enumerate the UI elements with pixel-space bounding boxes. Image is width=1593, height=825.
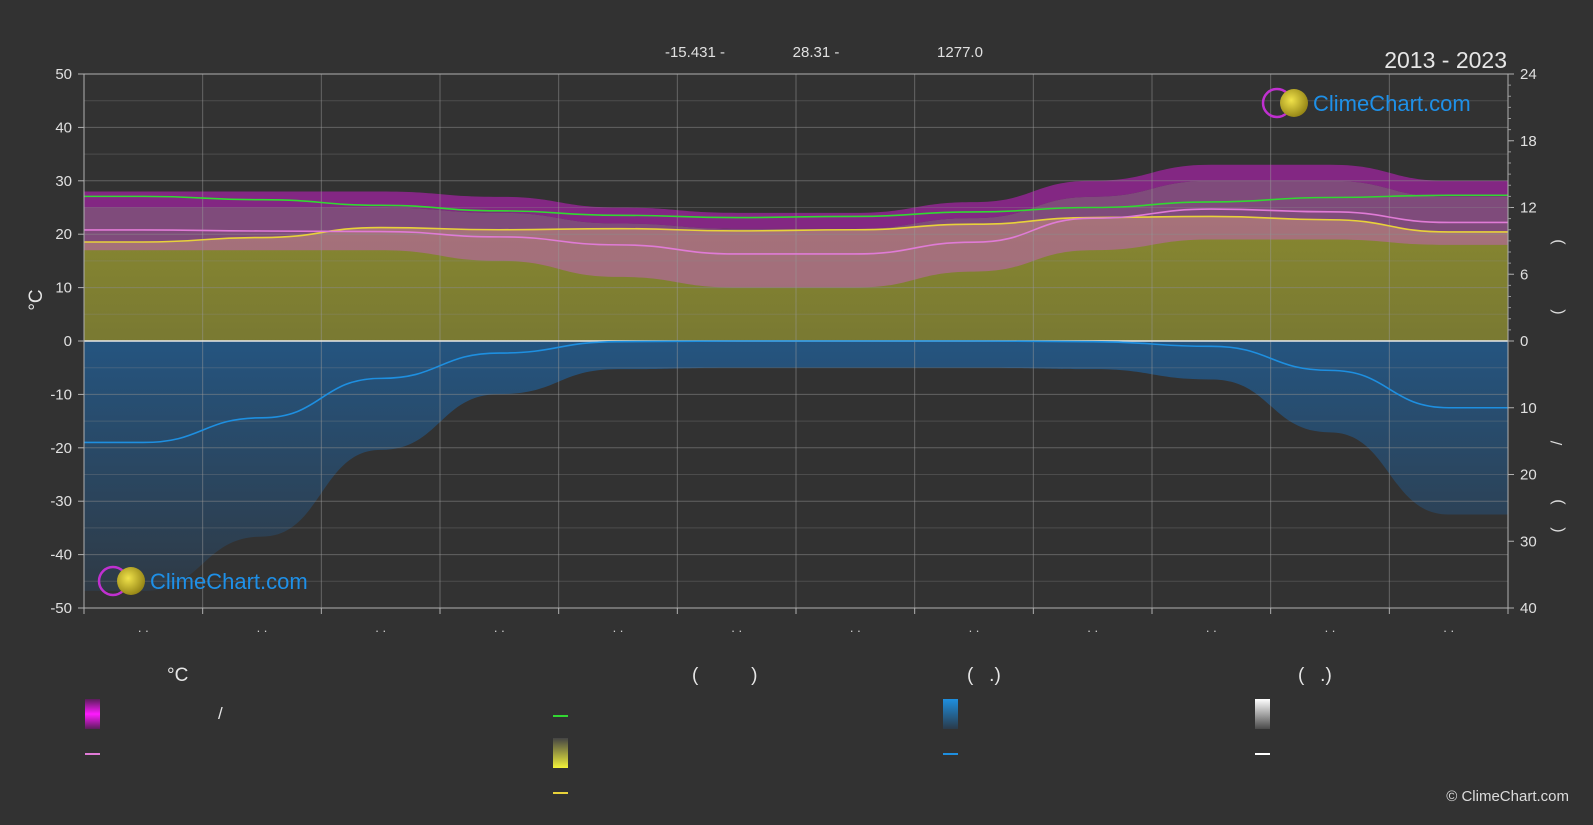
legend-swatch-snow xyxy=(1255,699,1270,729)
left-axis-label: °C xyxy=(26,289,47,310)
left-tick-label: 10 xyxy=(55,280,72,297)
logo-sun-icon xyxy=(1280,89,1308,117)
left-tick-label: 0 xyxy=(64,333,72,350)
header-elevation: 1277.0 xyxy=(937,44,983,61)
sunshine-line xyxy=(84,215,1508,243)
precipitation-line xyxy=(83,340,1508,444)
legend-title-precip: ( .) xyxy=(967,665,1001,686)
x-tick-label: . . xyxy=(1325,620,1336,635)
x-tick-label: . . xyxy=(257,620,268,635)
x-tick-label: . . xyxy=(494,620,505,635)
left-tick-label: 50 xyxy=(55,66,72,83)
right-bottom-tick-label: 40 xyxy=(1520,600,1537,617)
right-top-tick-label: 0 xyxy=(1520,333,1528,350)
chart-grid xyxy=(84,73,1508,609)
chart-lines xyxy=(83,194,1508,444)
legend-swatch-precip xyxy=(943,699,958,729)
watermark-text-top: ClimeChart.com xyxy=(1313,91,1471,116)
watermark-logo-top: ClimeChart.com xyxy=(1261,87,1471,119)
left-tick-label: -10 xyxy=(50,386,72,403)
left-tick-label: -20 xyxy=(50,440,72,457)
legend-swatch-sunshine xyxy=(553,738,568,768)
x-tick-label: . . xyxy=(613,620,624,635)
legend-swatch-sunshine-line xyxy=(553,792,568,794)
left-tick-label: 40 xyxy=(55,119,72,136)
x-tick-label: . . xyxy=(1443,620,1454,635)
watermark-text-bottom: ClimeChart.com xyxy=(150,569,308,594)
right-axis-top-label-b: ( xyxy=(1549,309,1566,315)
left-tick-label: 20 xyxy=(55,226,72,243)
watermark-logo-bottom: ClimeChart.com xyxy=(97,565,308,597)
legend-title-hours: ( ) xyxy=(692,665,758,686)
legend-swatch-snow-line xyxy=(1255,753,1270,755)
x-tick-label: . . xyxy=(969,620,980,635)
chart-axes: 50 40 30 20 10 0 -10 -20 -30 -40 -50 24 18 12 6 0 10 20 30… xyxy=(50,66,1536,635)
left-tick-label: -50 xyxy=(50,600,72,617)
legend-swatch-temp-range xyxy=(85,699,100,729)
right-bottom-tick-label: 30 xyxy=(1520,533,1537,550)
period-title: 2013 - 2023 xyxy=(1384,47,1507,73)
right-bottom-tick-label: 10 xyxy=(1520,400,1537,417)
legend-swatch-daylight xyxy=(553,715,568,717)
right-top-tick-label: 12 xyxy=(1520,200,1537,217)
x-tick-label: . . xyxy=(375,620,386,635)
legend-swatch-precip-line xyxy=(943,753,958,755)
temperature-daily-line xyxy=(84,208,1508,255)
legend-title-temperature: °C xyxy=(167,665,189,686)
header-coord-lat: -15.431 - xyxy=(665,44,725,61)
legend-slash: / xyxy=(218,704,223,723)
right-top-tick-label: 24 xyxy=(1520,66,1537,83)
left-tick-label: 30 xyxy=(55,173,72,190)
right-axis-bottom-label-c: ( xyxy=(1549,527,1566,533)
x-tick-label: . . xyxy=(731,620,742,635)
legend-swatch-temp-daily xyxy=(85,753,100,755)
left-tick-label: -40 xyxy=(50,547,72,564)
daylight-line xyxy=(83,194,1508,219)
right-axis-bottom-label-a: / xyxy=(1549,440,1566,445)
header-coord-lon: 28.31 - xyxy=(793,44,840,61)
right-bottom-tick-label: 20 xyxy=(1520,467,1537,484)
left-tick-label: -30 xyxy=(50,493,72,510)
x-tick-label: . . xyxy=(1087,620,1098,635)
right-top-tick-label: 18 xyxy=(1520,133,1537,150)
legend-title-snow: ( .) xyxy=(1298,665,1332,686)
right-top-tick-label: 6 xyxy=(1520,266,1528,283)
copyright: © ClimeChart.com xyxy=(1446,788,1569,805)
x-tick-label: . . xyxy=(138,620,149,635)
right-axis-bottom-label-b: ) xyxy=(1549,499,1566,504)
x-tick-label: . . xyxy=(1206,620,1217,635)
logo-sun-icon xyxy=(117,567,145,595)
x-tick-label: . . xyxy=(850,620,861,635)
right-axis-top-label-a: ) xyxy=(1549,239,1566,244)
